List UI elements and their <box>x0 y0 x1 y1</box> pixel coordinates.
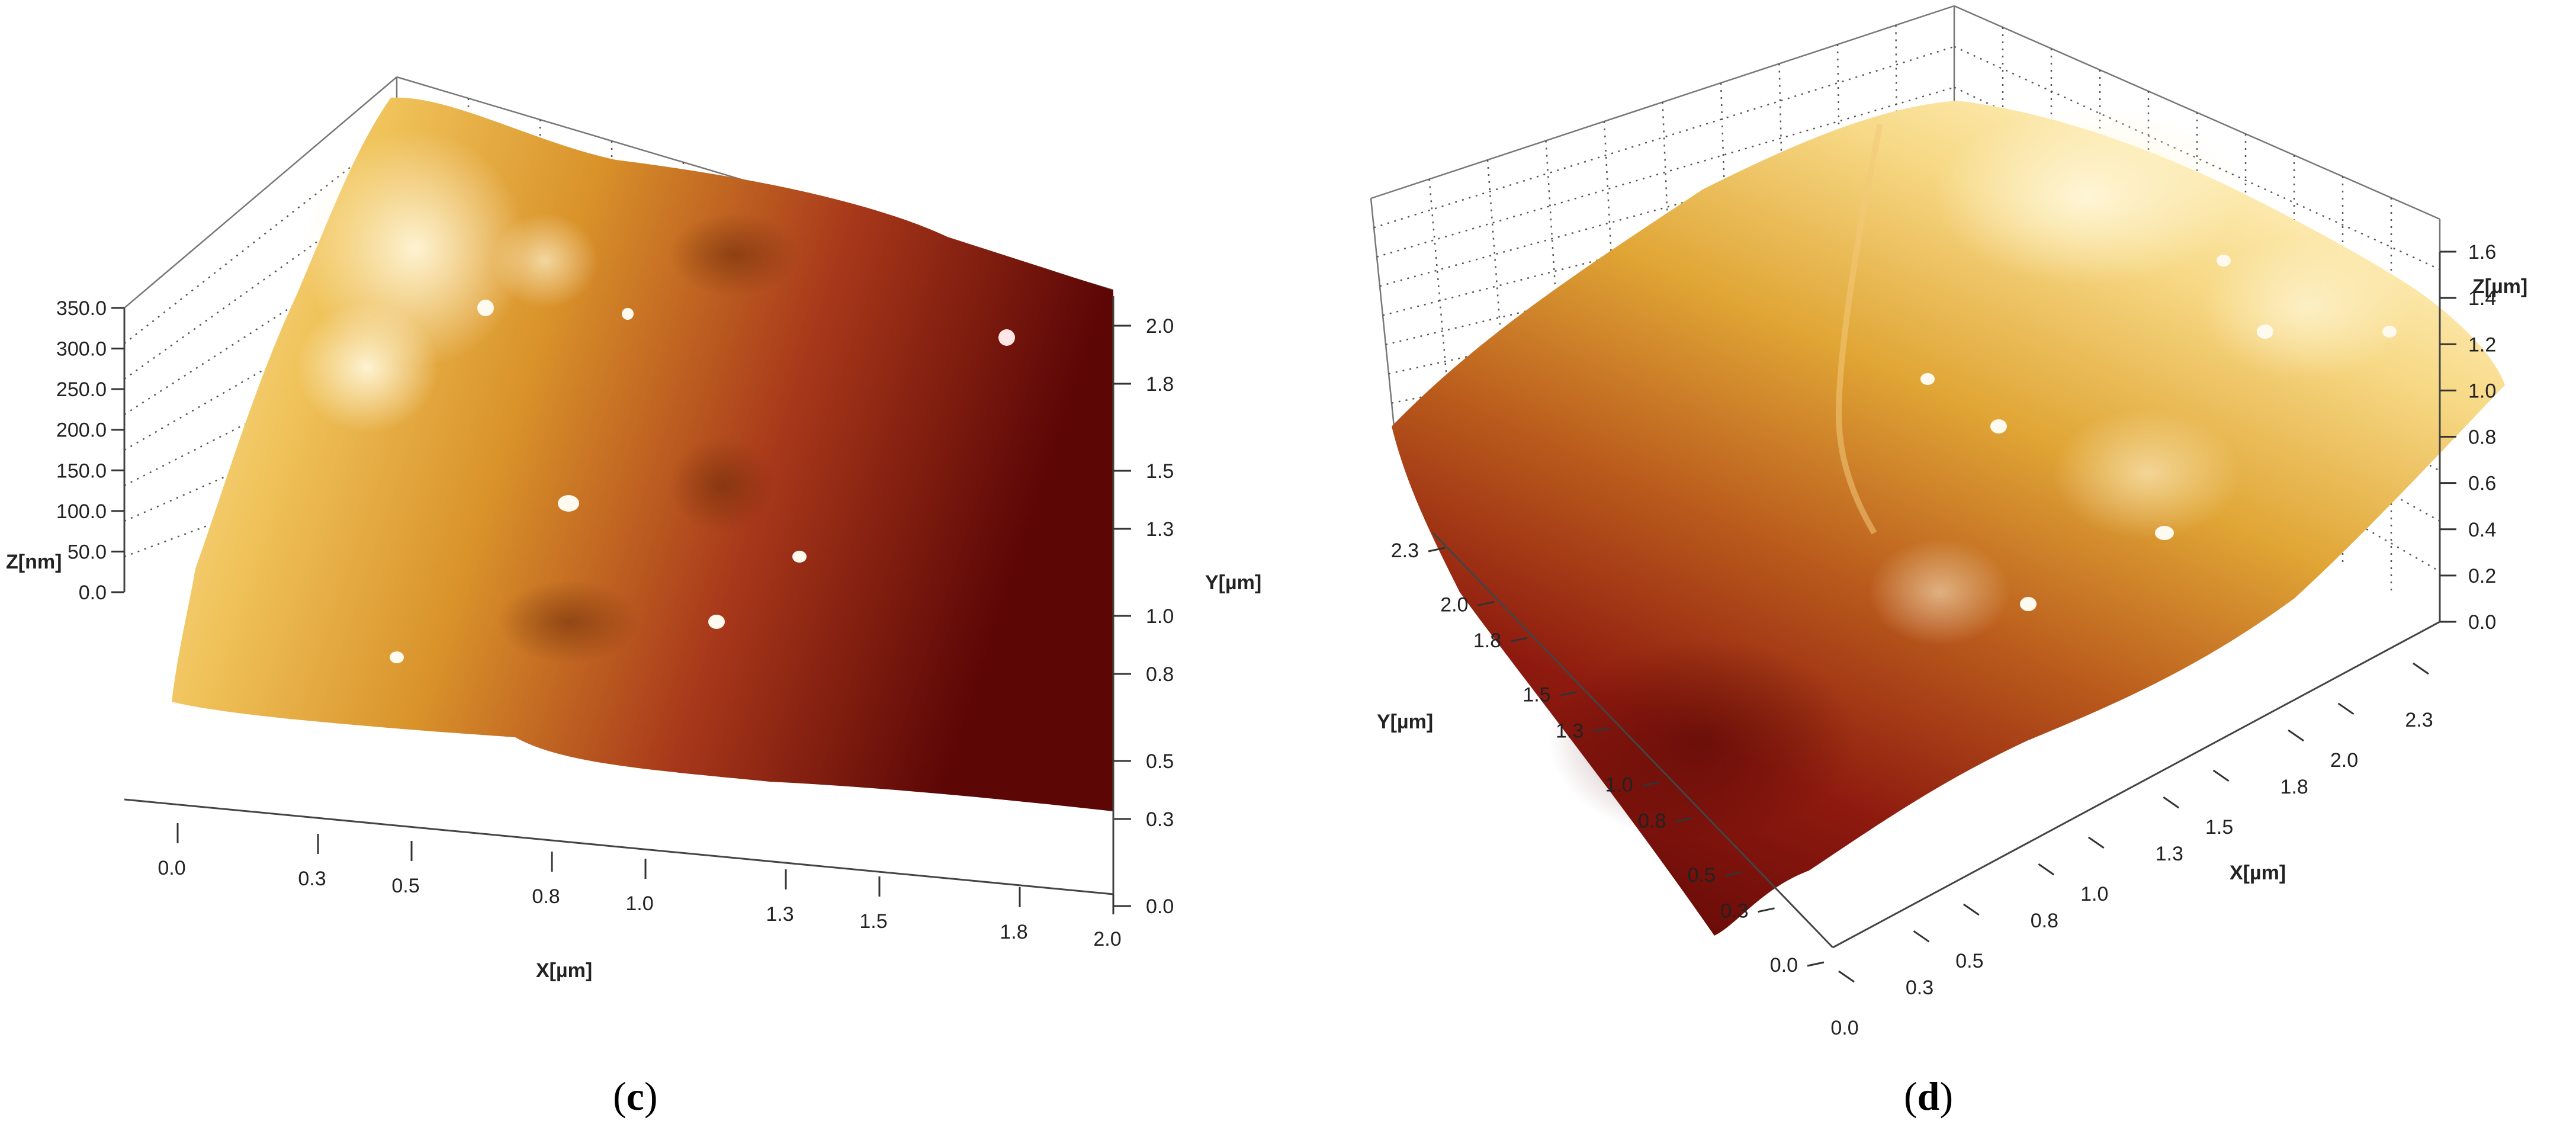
y-tick-label-d: 0.5 <box>1688 864 1716 887</box>
x-tick-label-d: 0.3 <box>1906 977 1933 999</box>
z-axis-title-d: Z[µm] <box>2472 275 2527 298</box>
y-tick-label-c: 0.0 <box>1146 895 1174 918</box>
z-tick-label-c: 300.0 <box>56 338 107 361</box>
y-axis-title-d: Y[µm] <box>1377 711 1433 733</box>
z-tick-label-d: 1.4 <box>2468 287 2496 310</box>
y-tick-label-c: 1.0 <box>1146 605 1174 628</box>
y-tick-label-d: 1.5 <box>1523 683 1550 706</box>
y-tick-label-d: 0.8 <box>1638 810 1666 833</box>
z-tick-label-c: 50.0 <box>68 541 107 563</box>
panel-c: 0.0 50.0 100.0 150.0 200.0 250.0 300.0 350.0 0.0… <box>6 76 1261 1119</box>
z-tick-label-d: 1.0 <box>2468 380 2496 402</box>
z-tick-label-c: 150.0 <box>56 460 107 482</box>
x-tick-label-c: 0.8 <box>532 885 560 908</box>
z-tick-label-d: 0.4 <box>2468 519 2496 541</box>
axes-d: 0.00.20.40.60.81.01.21.41.60.00.30.50.81… <box>1391 241 2497 1039</box>
x-tick-label-c: 0.5 <box>391 875 419 897</box>
x-tick-label-d: 1.8 <box>2280 776 2308 798</box>
x-tick-label-c: 0.0 <box>158 857 185 879</box>
y-tick-label-c: 1.8 <box>1146 373 1174 396</box>
z-tick-label-c: 350.0 <box>56 297 107 320</box>
x-tick-label-c: 1.8 <box>1000 921 1027 943</box>
z-tick-label-c: 200.0 <box>56 419 107 442</box>
y-tick-label-c: 1.3 <box>1146 518 1174 541</box>
surface-plot-c: 0.0 50.0 100.0 150.0 200.0 250.0 300.0 350.0 0.0… <box>6 76 1261 982</box>
z-tick-label-c: 100.0 <box>56 500 107 523</box>
panel-d: 0.0 0.2 0.4 0.6 0.8 1.0 1.2 1.4 1.6 0.0 0.3 0.5 0.8 1… <box>1288 0 2576 1137</box>
y-tick-label-c: 0.5 <box>1146 750 1174 773</box>
z-tick-label-c: 0.0 <box>79 582 107 604</box>
y-tick-label-c: 2.0 <box>1146 315 1174 338</box>
x-tick-label-d: 2.3 <box>2405 709 2433 731</box>
x-tick-label-d: 2.0 <box>2330 749 2358 772</box>
x-tick-label-d: 1.0 <box>2080 883 2108 905</box>
surface-d <box>1392 101 2505 936</box>
y-tick-label-d: 1.8 <box>1473 629 1501 652</box>
x-axis-title-c: X[µm] <box>536 959 592 982</box>
surface-c <box>172 97 1113 811</box>
y-tick-label-d: 2.0 <box>1440 593 1468 616</box>
y-tick-label-d: 1.0 <box>1605 774 1633 796</box>
y-tick-label-c: 1.5 <box>1146 460 1174 483</box>
x-axis-title-d: X[µm] <box>2230 862 2286 884</box>
y-tick-label-d: 2.3 <box>1391 539 1419 562</box>
x-tick-label-c: 0.3 <box>298 868 326 890</box>
x-tick-label-c: 2.0 <box>1093 928 1121 950</box>
caption-c: (c) <box>613 1074 658 1119</box>
caption-d: (d) <box>1904 1074 1954 1119</box>
x-tick-label-c: 1.0 <box>625 892 653 915</box>
z-tick-label-d: 1.2 <box>2468 333 2496 356</box>
y-axis-title-c: Y[µm] <box>1205 571 1261 594</box>
x-tick-label-c: 1.5 <box>859 910 887 933</box>
x-tick-label-d: 1.5 <box>2205 816 2233 839</box>
y-tick-label-d: 0.0 <box>1770 954 1798 977</box>
y-tick-label-d: 1.3 <box>1556 720 1583 742</box>
x-tick-label-c: 1.3 <box>766 903 794 926</box>
caption-letter-d: d <box>1917 1074 1940 1119</box>
y-tick-label-d: 0.3 <box>1720 900 1748 923</box>
axes-c: 0.0 50.0 100.0 150.0 200.0 250.0 300.0 350.0 0.0… <box>56 296 1174 950</box>
z-tick-label-c: 250.0 <box>56 378 107 401</box>
x-tick-label-d: 1.3 <box>2156 843 2183 865</box>
z-axis-title-c: Z[nm] <box>6 551 62 573</box>
z-tick-label-d: 1.6 <box>2468 241 2496 264</box>
x-tick-label-d: 0.5 <box>1955 950 1983 972</box>
y-tick-label-c: 0.3 <box>1146 808 1174 831</box>
y-tick-label-c: 0.8 <box>1146 663 1174 686</box>
z-tick-label-d: 0.0 <box>2468 611 2496 634</box>
z-tick-label-d: 0.2 <box>2468 565 2496 587</box>
x-tick-label-d: 0.0 <box>1830 1017 1858 1039</box>
surface-plot-d: 0.00.20.40.60.81.01.21.41.60.00.30.50.81… <box>1370 5 2527 1039</box>
x-tick-label-d: 0.8 <box>2031 910 2058 932</box>
z-tick-label-d: 0.8 <box>2468 426 2496 449</box>
z-tick-label-d: 0.6 <box>2468 473 2496 495</box>
caption-letter-c: c <box>626 1074 644 1119</box>
